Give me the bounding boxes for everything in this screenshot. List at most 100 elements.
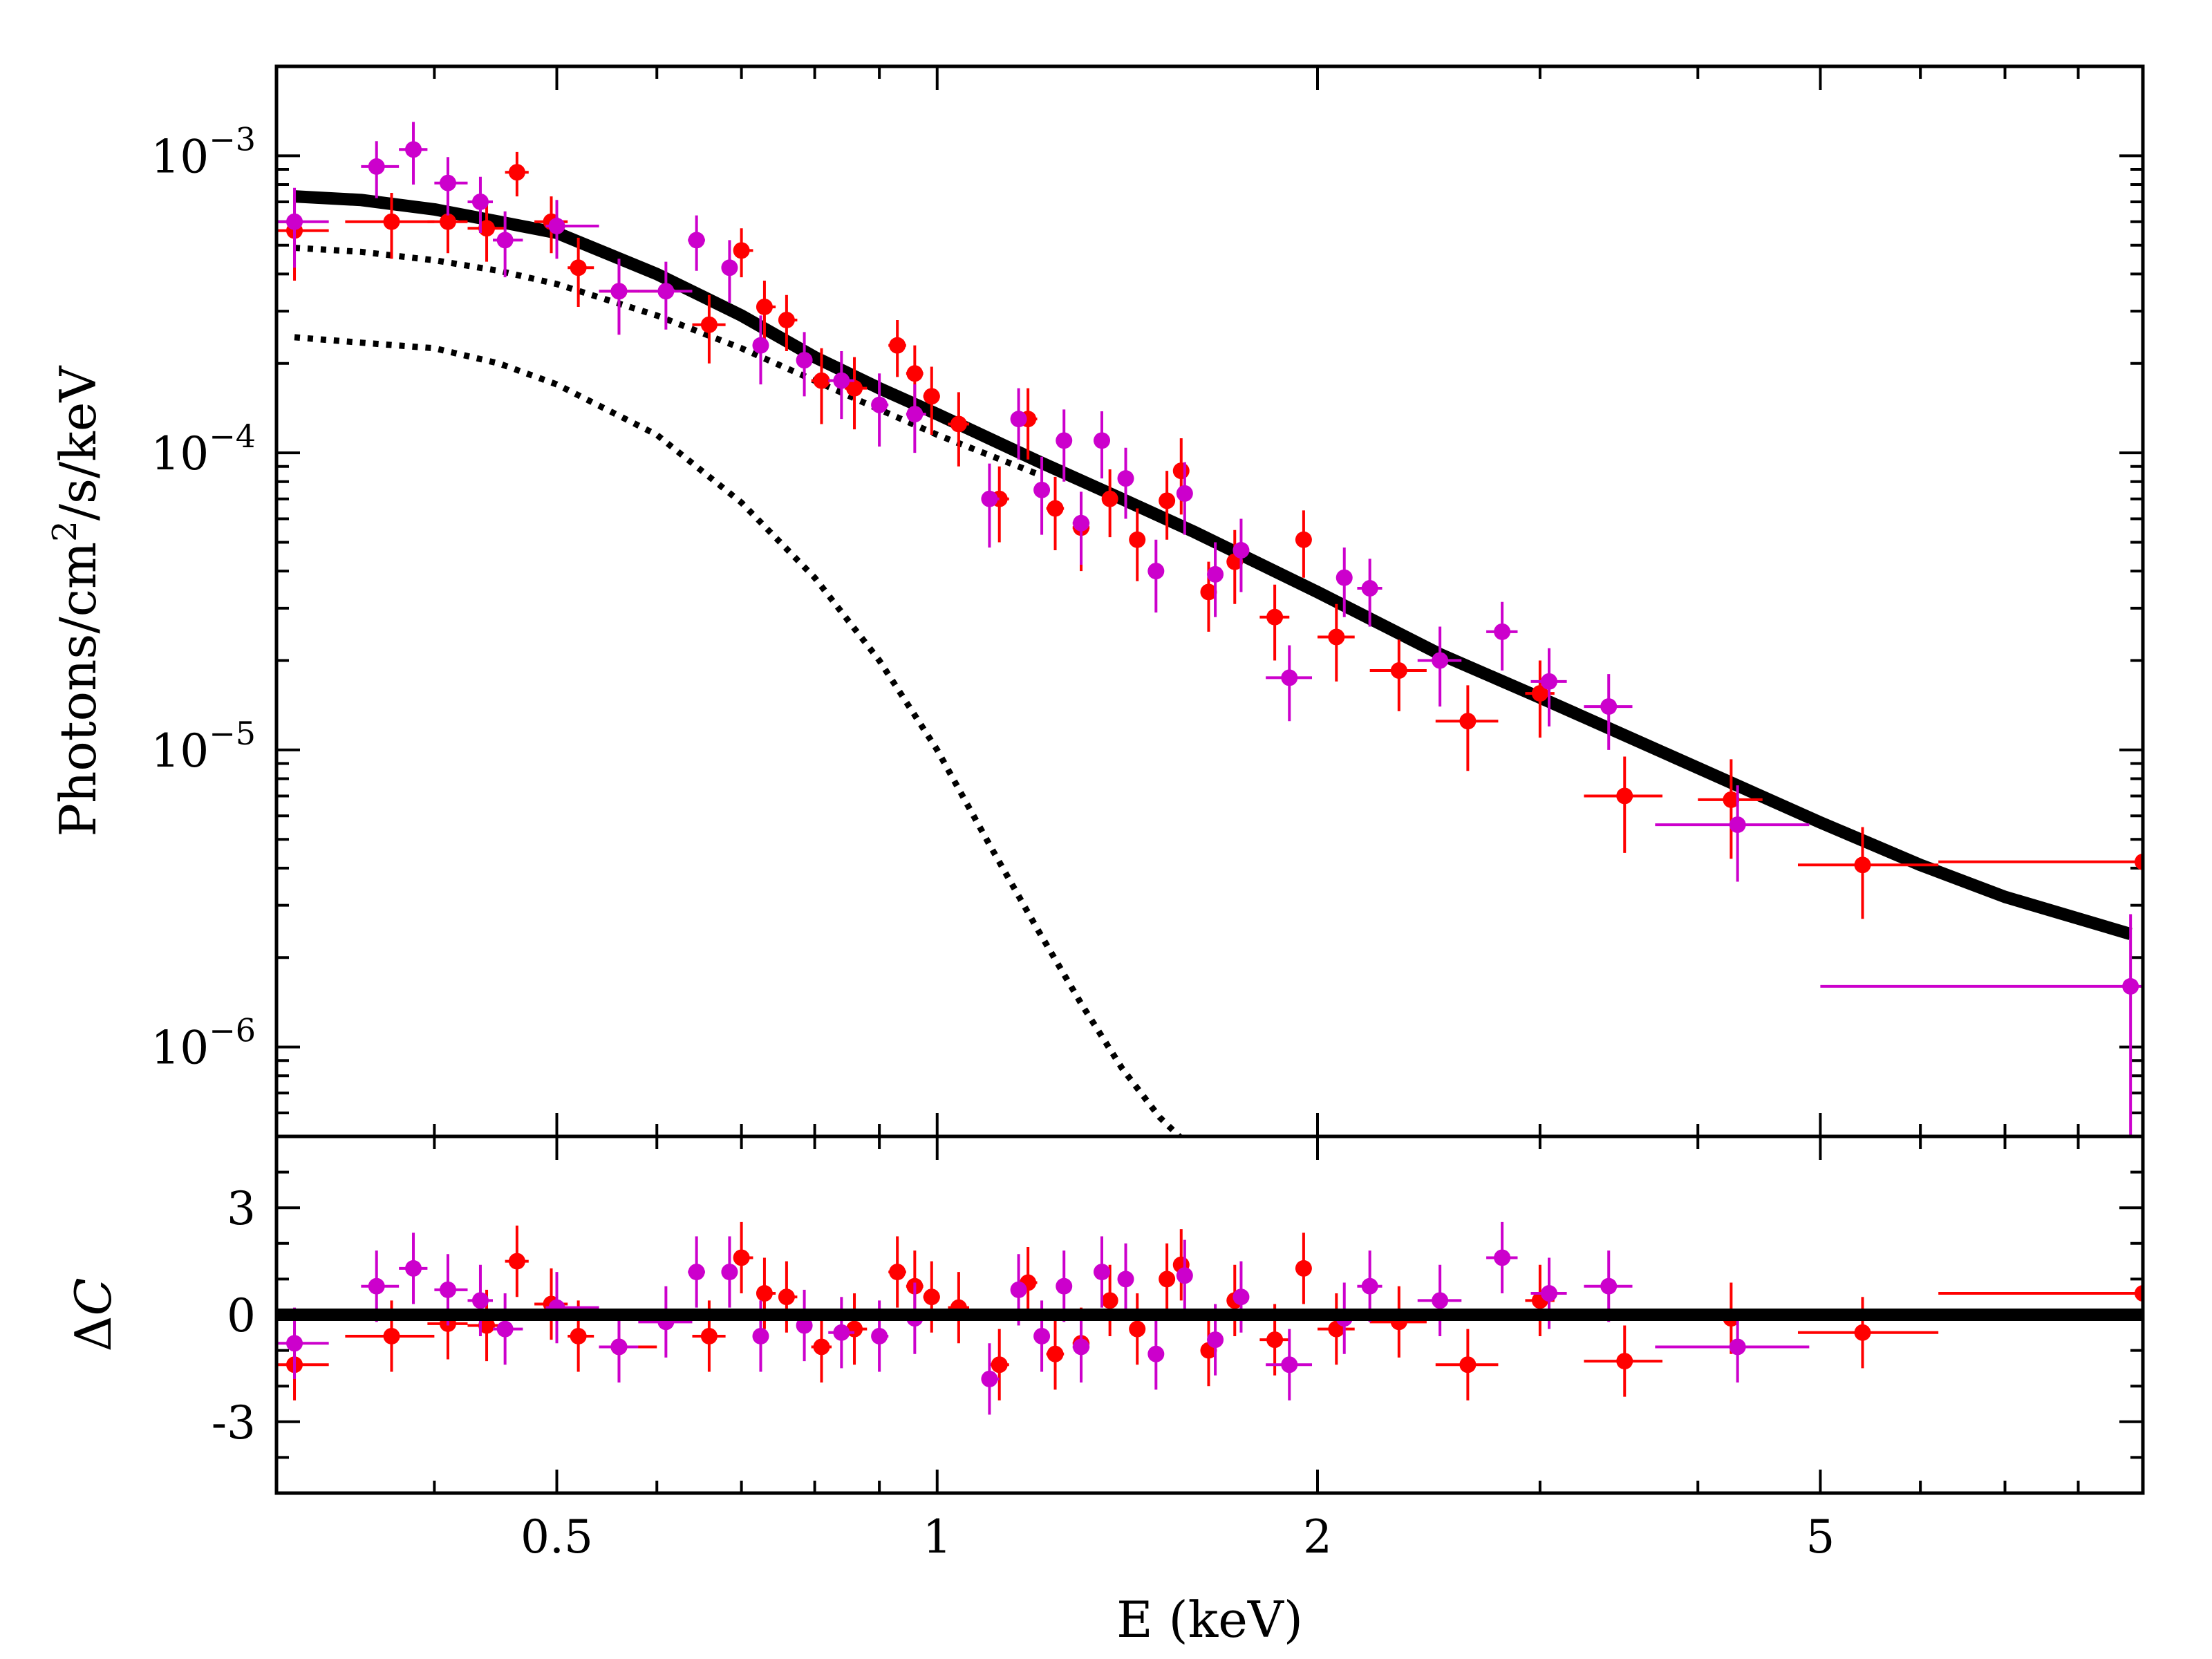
data-marker xyxy=(721,1264,738,1281)
data-point xyxy=(1335,547,1353,617)
residual-y-tick-label: 3 xyxy=(227,1182,256,1235)
data-marker xyxy=(1033,481,1051,498)
data-point xyxy=(1033,456,1051,535)
x-tick-label: 2 xyxy=(1303,1510,1332,1564)
data-marker xyxy=(1854,856,1871,874)
data-marker xyxy=(1432,652,1449,669)
data-point xyxy=(505,1226,529,1297)
model-curves xyxy=(294,190,2133,1136)
y-tick-label-base: 10 xyxy=(151,427,209,480)
data-point xyxy=(599,259,639,335)
data-point xyxy=(721,1236,738,1308)
data-point xyxy=(1530,648,1567,727)
data-point xyxy=(1117,1243,1134,1315)
data-point xyxy=(1259,584,1290,661)
data-point xyxy=(1129,1293,1146,1365)
data-marker xyxy=(1335,569,1353,586)
data-marker xyxy=(508,1253,525,1270)
data-marker xyxy=(889,337,906,354)
residual-y-tick-label: 0 xyxy=(227,1289,256,1342)
data-point xyxy=(1369,639,1427,711)
data-marker xyxy=(496,1320,514,1338)
data-point xyxy=(811,348,832,424)
x-tick-label: 1 xyxy=(923,1510,952,1564)
y-tick-label-exp: −6 xyxy=(209,1012,256,1049)
y-tick-label: 10−5 xyxy=(151,715,256,778)
data-marker xyxy=(570,1327,587,1344)
data-marker xyxy=(383,1327,400,1344)
y-axis-title: Photons/cm2/s/keV xyxy=(46,365,107,837)
data-marker xyxy=(833,372,850,389)
data-marker xyxy=(471,1292,489,1309)
data-marker xyxy=(1541,673,1558,690)
data-marker xyxy=(496,232,514,249)
spectrum-data-points xyxy=(276,122,2143,1136)
data-marker xyxy=(733,242,750,259)
data-point xyxy=(948,392,970,467)
data-point xyxy=(752,315,769,385)
data-point xyxy=(1147,1318,1165,1390)
data-point xyxy=(467,1264,494,1336)
data-point xyxy=(1486,601,1518,671)
data-point xyxy=(1938,1257,2143,1329)
data-marker xyxy=(1266,608,1284,626)
residual-y-tick-label: -3 xyxy=(212,1396,256,1450)
data-point xyxy=(688,1236,705,1308)
data-point xyxy=(1129,508,1146,581)
data-marker xyxy=(871,1327,888,1344)
data-point xyxy=(1820,914,2143,1136)
data-marker xyxy=(906,406,924,423)
data-marker xyxy=(846,379,863,397)
data-marker xyxy=(733,1249,750,1266)
data-point xyxy=(888,319,906,377)
top-y-tick-labels: 10−310−410−510−6 xyxy=(151,120,256,1074)
data-marker xyxy=(1723,791,1740,808)
data-marker xyxy=(405,141,422,158)
data-point xyxy=(756,280,776,340)
y-axis-title-rest: /s/keV xyxy=(49,365,107,521)
data-marker xyxy=(478,220,496,237)
data-point xyxy=(1101,1264,1118,1336)
x-tick-label: 0.5 xyxy=(521,1510,593,1564)
data-marker xyxy=(756,298,773,315)
data-marker xyxy=(548,218,565,235)
y-tick-label-base: 10 xyxy=(151,1022,209,1075)
data-marker xyxy=(471,193,489,210)
data-point xyxy=(1117,447,1134,519)
data-marker xyxy=(508,164,525,181)
data-marker xyxy=(1541,1285,1558,1302)
data-marker xyxy=(1093,432,1110,449)
y-axis-title-sup: 2 xyxy=(46,521,84,542)
model-component-line xyxy=(294,334,1184,1136)
data-marker xyxy=(871,396,888,413)
data-marker xyxy=(1361,1277,1378,1295)
data-marker xyxy=(688,232,705,249)
data-point xyxy=(345,193,435,259)
y-tick-label-exp: −5 xyxy=(209,715,256,752)
y-tick-label-base: 10 xyxy=(151,130,209,183)
data-point xyxy=(1232,518,1250,592)
data-marker xyxy=(889,1264,906,1281)
y-tick-label-exp: −3 xyxy=(209,120,256,158)
data-marker xyxy=(721,259,738,276)
data-marker xyxy=(2122,977,2139,995)
data-point xyxy=(1435,685,1499,771)
data-point xyxy=(434,157,468,216)
data-point xyxy=(1072,1311,1090,1383)
data-marker xyxy=(439,1281,456,1298)
data-point xyxy=(399,1232,428,1304)
data-point xyxy=(778,294,798,351)
data-marker xyxy=(1616,787,1633,805)
data-marker xyxy=(439,174,456,191)
data-marker xyxy=(1390,662,1407,679)
data-marker xyxy=(478,1317,496,1334)
data-point xyxy=(692,294,726,364)
y-axis-title-main: Photons/cm xyxy=(49,542,107,837)
data-point xyxy=(1266,1329,1313,1400)
data-marker xyxy=(1266,1331,1284,1349)
data-marker xyxy=(286,1335,303,1352)
y-tick-label-exp: −4 xyxy=(209,418,256,455)
model-component-line xyxy=(294,245,1039,477)
data-point xyxy=(1435,1329,1499,1400)
